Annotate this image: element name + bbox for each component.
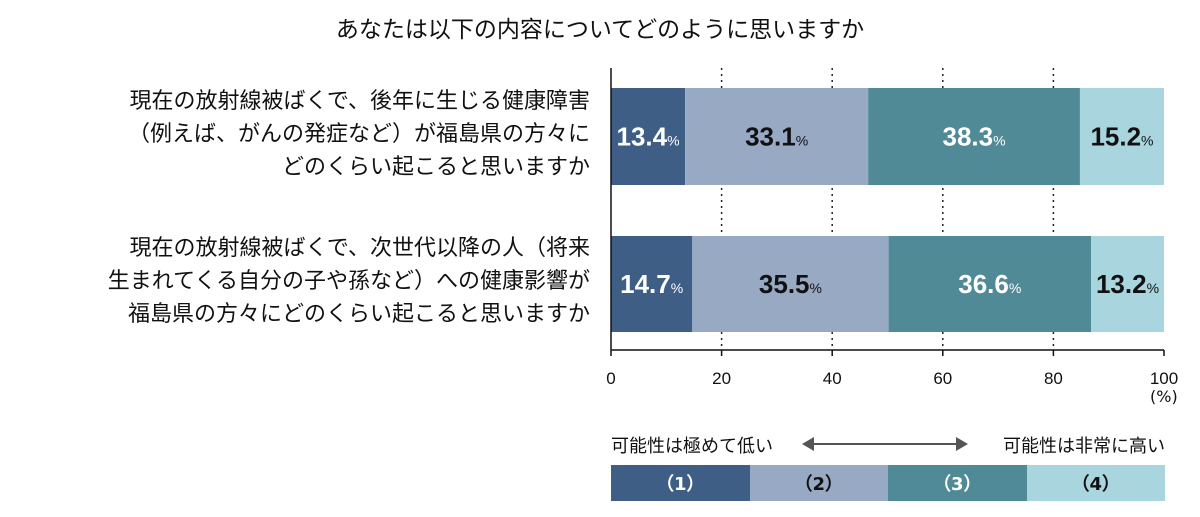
data-label-q1-s3: 38.3% bbox=[943, 122, 1006, 152]
bar-segment-q2-s2 bbox=[692, 236, 889, 332]
x-tick-label-20: 20 bbox=[712, 369, 731, 388]
legend-item-2: （2） bbox=[749, 465, 888, 501]
data-label-q1-s1: 13.4% bbox=[617, 122, 680, 152]
question-label-1: 現在の放射線被ばくで、後年に生じる健康障害 （例えば、がんの発症など）が福島県の… bbox=[0, 85, 590, 184]
double-arrow-icon bbox=[802, 437, 968, 451]
legend-item-3: （3） bbox=[888, 465, 1027, 501]
x-tick-label-100: 100 bbox=[1150, 369, 1178, 388]
data-label-q2-s2: 35.5% bbox=[759, 269, 822, 299]
x-tick-label-40: 40 bbox=[823, 369, 842, 388]
x-tick-label-60: 60 bbox=[933, 369, 952, 388]
bar-segment-q2-s3 bbox=[888, 236, 1092, 332]
question-1-line-1: 現在の放射線被ばくで、後年に生じる健康障害 bbox=[129, 89, 590, 114]
data-label-q1-s4: 15.2% bbox=[1090, 122, 1153, 152]
question-1-line-3: どのくらい起こると思いますか bbox=[281, 155, 590, 180]
legend: （1） （2） （3） （4） bbox=[611, 465, 1165, 501]
bar-segment-q1-s3 bbox=[868, 88, 1080, 185]
axis-unit-label: (%) bbox=[1150, 387, 1178, 406]
question-1-line-2: （例えば、がんの発症など）が福島県の方々に bbox=[127, 122, 590, 147]
data-label-q2-s4: 13.2% bbox=[1096, 269, 1159, 299]
bar-segment-q2-s4 bbox=[1091, 236, 1164, 332]
bar-segment-q1-s2 bbox=[685, 88, 869, 185]
question-2-line-3: 福島県の方々にどのくらい起こると思いますか bbox=[127, 302, 590, 327]
x-tick-label-0: 0 bbox=[606, 369, 615, 388]
chart-title: あなたは以下の内容についてどのように思いますか bbox=[335, 17, 865, 43]
data-label-q2-s1: 14.7% bbox=[620, 269, 683, 299]
x-tick-label-80: 80 bbox=[1044, 369, 1063, 388]
data-label-q1-s2: 33.1% bbox=[745, 122, 808, 152]
question-2-line-2: 生まれてくる自分の子や孫など）への健康影響が bbox=[107, 269, 590, 294]
bar-segment-q1-s1 bbox=[611, 88, 686, 185]
bar-segment-q2-s1 bbox=[611, 236, 693, 332]
question-2-line-1: 現在の放射線被ばくで、次世代以降の人（将来 bbox=[129, 236, 590, 261]
legend-left-note: 可能性は極めて低い bbox=[611, 436, 773, 457]
data-label-q2-s3: 36.6% bbox=[958, 269, 1021, 299]
bar-segment-q1-s4 bbox=[1079, 88, 1164, 185]
legend-right-note: 可能性は非常に高い bbox=[1003, 436, 1165, 457]
legend-item-4: （4） bbox=[1026, 465, 1165, 501]
question-label-2: 現在の放射線被ばくで、次世代以降の人（将来 生まれてくる自分の子や孫など）への健… bbox=[0, 232, 590, 331]
legend-item-1: （1） bbox=[611, 465, 750, 501]
